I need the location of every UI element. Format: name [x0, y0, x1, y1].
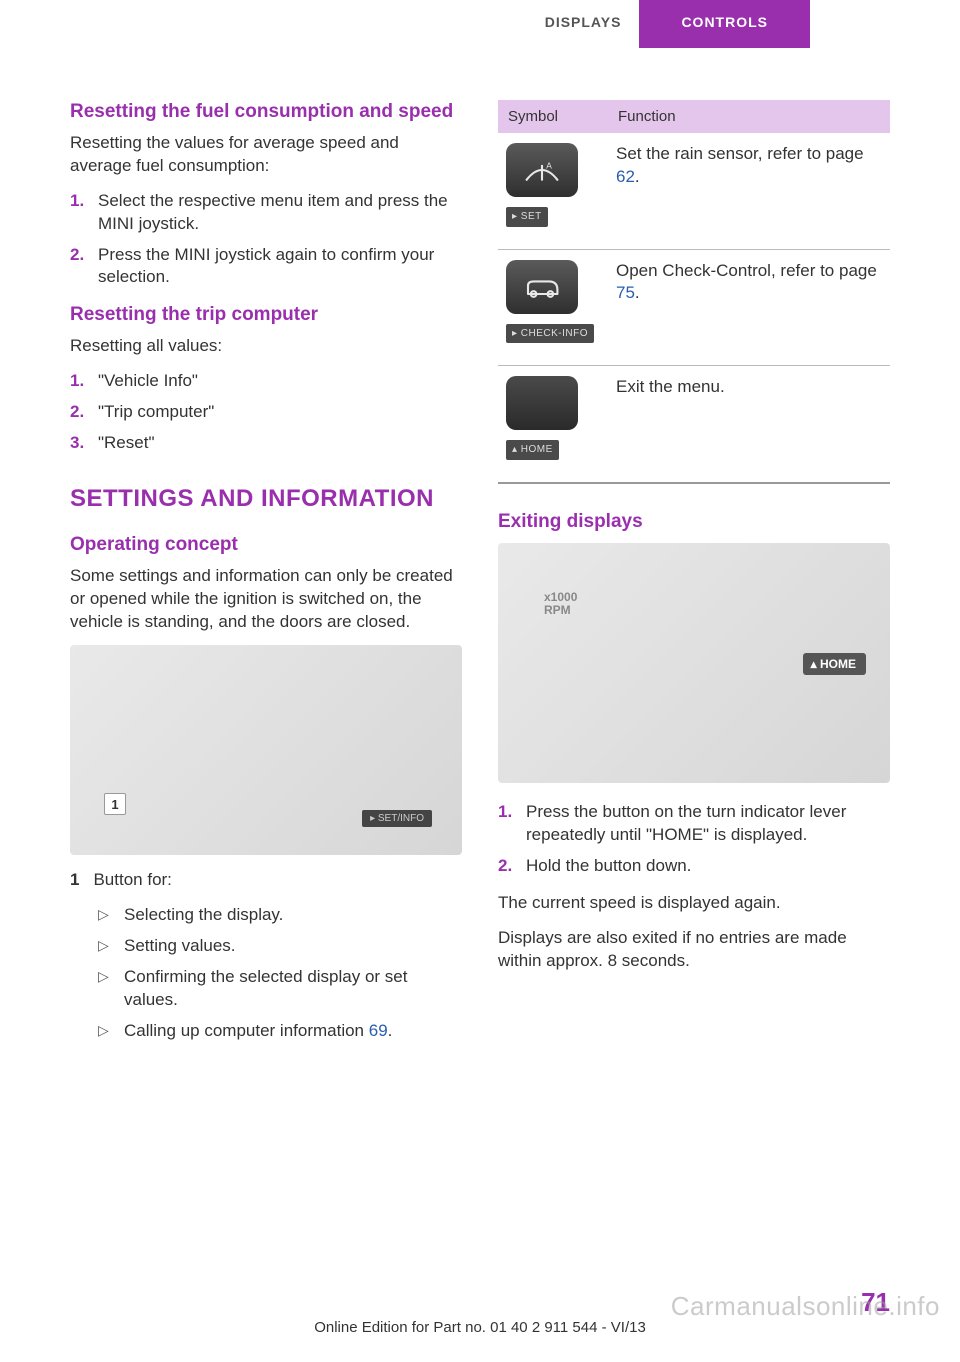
- list-item: Select the respective menu item and pres…: [70, 190, 462, 236]
- list-reset-fuel: Select the respective menu item and pres…: [70, 190, 462, 290]
- figure-exiting-displays: x1000RPM ▴ HOME: [498, 543, 890, 783]
- list-item: Setting values.: [98, 935, 462, 958]
- desc-tail: .: [635, 283, 640, 302]
- right-column: Symbol Function A ▸ SET Set the rain sen…: [498, 100, 890, 1051]
- heading-settings-info: SETTINGS AND INFORMATION: [70, 485, 462, 513]
- symbol-desc: Set the rain sensor, refer to page 62.: [608, 133, 890, 249]
- left-column: Resetting the fuel consumption and speed…: [70, 100, 462, 1051]
- list-item: Selecting the display.: [98, 904, 462, 927]
- page-number: 71: [861, 1287, 890, 1318]
- button-for-text: Button for:: [93, 870, 171, 889]
- page-body: Resetting the fuel consumption and speed…: [70, 100, 890, 1051]
- heading-reset-fuel: Resetting the fuel consumption and speed: [70, 100, 462, 124]
- home-pill: ▴ HOME: [803, 653, 866, 675]
- symbol-desc: Open Check-Control, refer to page 75.: [608, 249, 890, 366]
- list-item: Confirming the selected display or set v…: [98, 966, 462, 1012]
- header-tab-controls: CONTROLS: [639, 0, 810, 48]
- table-row: ▴ HOME Exit the menu.: [498, 366, 890, 483]
- gauge-label: x1000RPM: [544, 591, 577, 617]
- desc-text: Open Check-Control, refer to page: [616, 261, 877, 280]
- header-section-label: DISPLAYS: [545, 0, 640, 30]
- list-item: "Vehicle Info": [70, 370, 462, 393]
- heading-exiting-displays: Exiting displays: [498, 510, 890, 534]
- table-row: ▸ CHECK-INFO Open Check-Control, refer t…: [498, 249, 890, 366]
- page-link-62[interactable]: 62: [616, 167, 635, 186]
- symbol-caption: ▸ CHECK-INFO: [506, 324, 594, 344]
- para-timeout: Displays are also exited if no entries a…: [498, 927, 890, 973]
- list-item: Press the MINI joystick again to confirm…: [70, 244, 462, 290]
- bullet-text: Calling up computer information: [124, 1021, 369, 1040]
- page-link-75[interactable]: 75: [616, 283, 635, 302]
- list-item: "Reset": [70, 432, 462, 455]
- list-reset-trip: "Vehicle Info" "Trip computer" "Reset": [70, 370, 462, 455]
- para-reset-trip: Resetting all values:: [70, 335, 462, 358]
- symbol-desc: Exit the menu.: [608, 366, 890, 483]
- rain-sensor-icon: A: [506, 143, 578, 197]
- setinfo-pill: ▸ SET/INFO: [362, 810, 432, 827]
- list-item: Hold the button down.: [498, 855, 890, 878]
- list-item: "Trip computer": [70, 401, 462, 424]
- th-symbol: Symbol: [498, 100, 608, 133]
- symbol-caption: ▸ SET: [506, 207, 548, 227]
- callout-ref-1: 1: [70, 870, 79, 889]
- svg-text:A: A: [546, 161, 552, 171]
- para-operating: Some settings and information can only b…: [70, 565, 462, 634]
- para-reset-fuel: Resetting the values for average speed a…: [70, 132, 462, 178]
- callout-1: 1: [104, 793, 126, 815]
- page-link-69[interactable]: 69: [369, 1021, 388, 1040]
- symbol-caption: ▴ HOME: [506, 440, 559, 460]
- button-for-line: 1 Button for:: [70, 869, 462, 892]
- watermark: Carmanualsonline.info: [671, 1291, 940, 1322]
- para-current-speed: The current speed is displayed again.: [498, 892, 890, 915]
- check-control-icon: [506, 260, 578, 314]
- symbol-table: Symbol Function A ▸ SET Set the rain sen…: [498, 100, 890, 484]
- desc-tail: .: [635, 167, 640, 186]
- heading-operating-concept: Operating concept: [70, 533, 462, 557]
- desc-text: Set the rain sensor, refer to page: [616, 144, 864, 163]
- list-item: Calling up computer information 69.: [98, 1020, 462, 1043]
- list-exiting: Press the button on the turn indicator l…: [498, 801, 890, 878]
- bullet-list: Selecting the display. Setting values. C…: [98, 904, 462, 1043]
- footer-edition: Online Edition for Part no. 01 40 2 911 …: [0, 1319, 960, 1336]
- table-row: A ▸ SET Set the rain sensor, refer to pa…: [498, 133, 890, 249]
- home-icon: [506, 376, 578, 430]
- list-item: Press the button on the turn indicator l…: [498, 801, 890, 847]
- page-header: DISPLAYS CONTROLS: [545, 0, 810, 48]
- figure-dashboard: 1 ▸ SET/INFO: [70, 645, 462, 855]
- th-function: Function: [608, 100, 890, 133]
- heading-reset-trip: Resetting the trip computer: [70, 303, 462, 327]
